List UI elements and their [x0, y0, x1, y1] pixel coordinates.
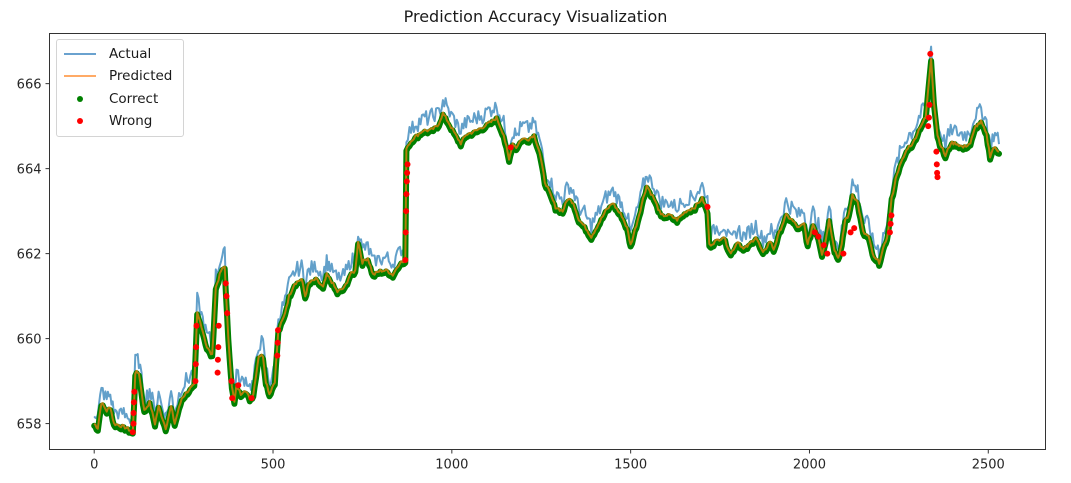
actual-line-icon	[64, 53, 96, 55]
svg-text:662: 662	[17, 248, 42, 263]
legend-item-actual: Actual	[57, 43, 151, 65]
legend-item-wrong: Wrong	[57, 110, 152, 132]
legend-item-predicted: Predicted	[57, 65, 172, 87]
svg-text:2000: 2000	[793, 458, 826, 473]
predicted-line	[93, 57, 1000, 433]
svg-text:658: 658	[17, 418, 42, 433]
red-dot-icon	[77, 118, 83, 124]
svg-text:500: 500	[261, 458, 286, 473]
correct-points	[91, 58, 1002, 437]
green-dot-icon	[77, 96, 83, 102]
chart-title: Prediction Accuracy Visualization	[403, 7, 668, 26]
predicted-line-icon	[64, 75, 96, 77]
svg-text:660: 660	[17, 333, 42, 348]
y-axis-ticks: 658 660 662 664 666	[17, 78, 50, 433]
legend-item-correct: Correct	[57, 88, 158, 110]
svg-text:664: 664	[17, 163, 42, 178]
svg-text:1500: 1500	[614, 458, 647, 473]
svg-text:0: 0	[90, 458, 98, 473]
legend: Actual Predicted Correct Wrong	[56, 39, 184, 137]
svg-text:666: 666	[17, 78, 42, 93]
axes-frame	[49, 33, 1046, 450]
svg-text:2500: 2500	[972, 458, 1005, 473]
wrong-points	[129, 50, 941, 436]
svg-text:1000: 1000	[435, 458, 468, 473]
x-axis-ticks: 0 500 1000 1500 2000 2500	[90, 449, 1005, 473]
